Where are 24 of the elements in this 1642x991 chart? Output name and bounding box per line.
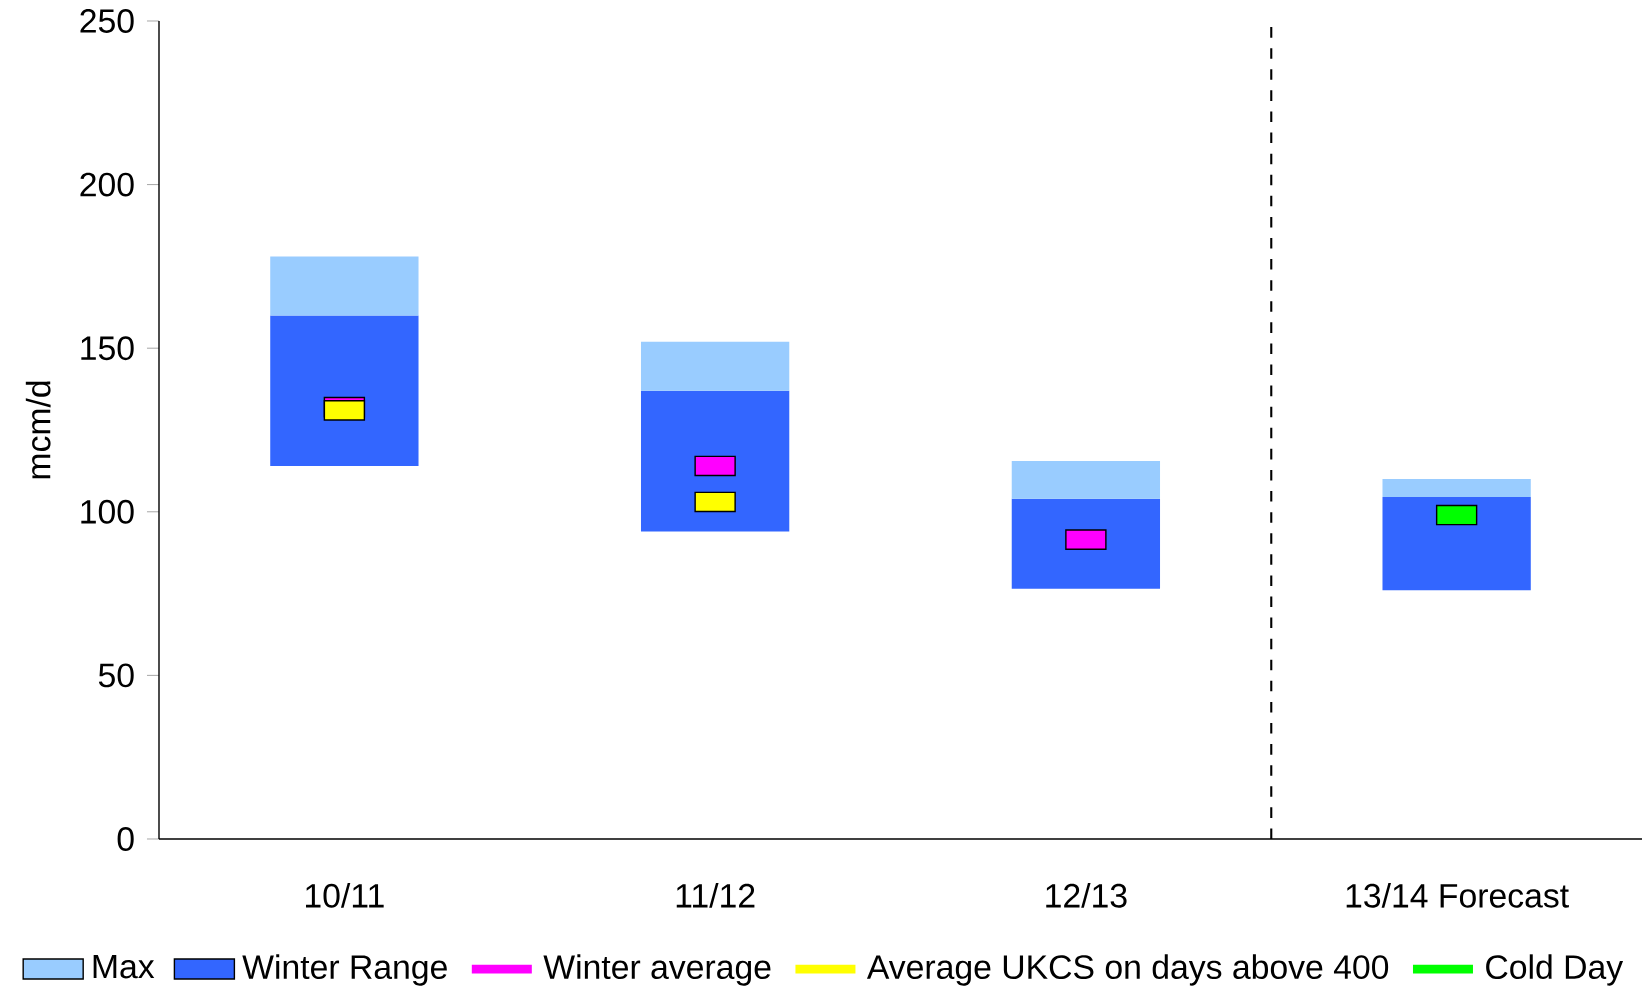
legend-label: Winter Range [242, 954, 447, 986]
bar [1011, 498, 1161, 589]
y-tick-label: 200 [80, 172, 134, 197]
y-tick-label: 50 [98, 663, 134, 688]
x-tick-label: 12/13 [1046, 882, 1127, 908]
bar [1011, 461, 1161, 499]
bar [640, 341, 790, 391]
legend-label: Max [93, 954, 155, 979]
x-tick-label: 10/11 [306, 882, 384, 908]
legend-label: Cold Day [1486, 954, 1624, 986]
bar [270, 315, 419, 466]
bar [270, 256, 419, 316]
y-tick-label: 0 [117, 827, 134, 851]
bar [1382, 479, 1531, 498]
x-tick-label: 11/12 [676, 882, 755, 908]
y-tick-label: 250 [80, 9, 134, 33]
legend-label: Winter average [543, 954, 771, 986]
y-tick-label: 100 [81, 499, 134, 524]
legend-label: Average UKCS on days above 400 [866, 954, 1389, 986]
x-tick-label: 13/14 Forecast [1346, 882, 1569, 908]
bar [1382, 497, 1531, 591]
bar [640, 390, 790, 532]
y-axis-title: mcm/d [25, 381, 51, 479]
y-tick-label: 150 [81, 336, 134, 361]
